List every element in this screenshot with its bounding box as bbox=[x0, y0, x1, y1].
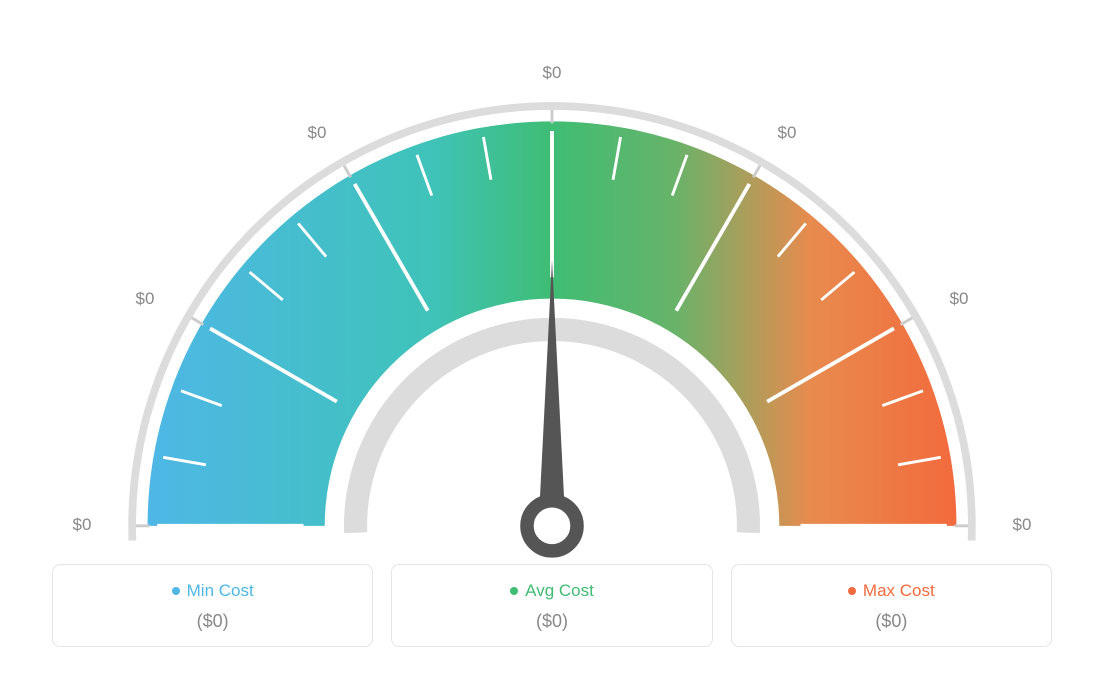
gauge-tick-label: $0 bbox=[778, 123, 797, 143]
legend-card: Min Cost ($0) bbox=[52, 564, 373, 647]
legend-card: Avg Cost ($0) bbox=[391, 564, 712, 647]
gauge-needle bbox=[539, 260, 566, 526]
legend-label-text: Max Cost bbox=[863, 581, 935, 601]
legend-value: ($0) bbox=[63, 611, 362, 632]
legend-dot-icon bbox=[172, 587, 180, 595]
gauge-needle-hub bbox=[527, 500, 577, 550]
legend-label: Max Cost bbox=[848, 581, 935, 601]
gauge-tick-label: $0 bbox=[950, 289, 969, 309]
legend-label-text: Avg Cost bbox=[525, 581, 594, 601]
gauge-tick-label: $0 bbox=[1013, 515, 1032, 535]
legend-row: Min Cost ($0) Avg Cost ($0) Max Cost ($0) bbox=[52, 564, 1052, 647]
legend-label: Avg Cost bbox=[510, 581, 594, 601]
legend-label: Min Cost bbox=[172, 581, 254, 601]
gauge-outer-tick bbox=[901, 317, 913, 324]
gauge-tick-label: $0 bbox=[135, 289, 154, 309]
legend-value: ($0) bbox=[742, 611, 1041, 632]
cost-gauge: $0 $0 $0 $0 $0 $0 $0 bbox=[52, 54, 1052, 574]
legend-label-text: Min Cost bbox=[187, 581, 254, 601]
legend-value: ($0) bbox=[402, 611, 701, 632]
gauge-outer-tick bbox=[344, 165, 351, 177]
gauge-svg bbox=[52, 54, 1052, 574]
gauge-tick-label: $0 bbox=[308, 123, 327, 143]
legend-dot-icon bbox=[510, 587, 518, 595]
gauge-tick-label: $0 bbox=[543, 63, 562, 83]
gauge-tick-label: $0 bbox=[73, 515, 92, 535]
legend-card: Max Cost ($0) bbox=[731, 564, 1052, 647]
legend-dot-icon bbox=[848, 587, 856, 595]
gauge-outer-tick bbox=[753, 165, 760, 177]
gauge-outer-tick bbox=[192, 317, 204, 324]
